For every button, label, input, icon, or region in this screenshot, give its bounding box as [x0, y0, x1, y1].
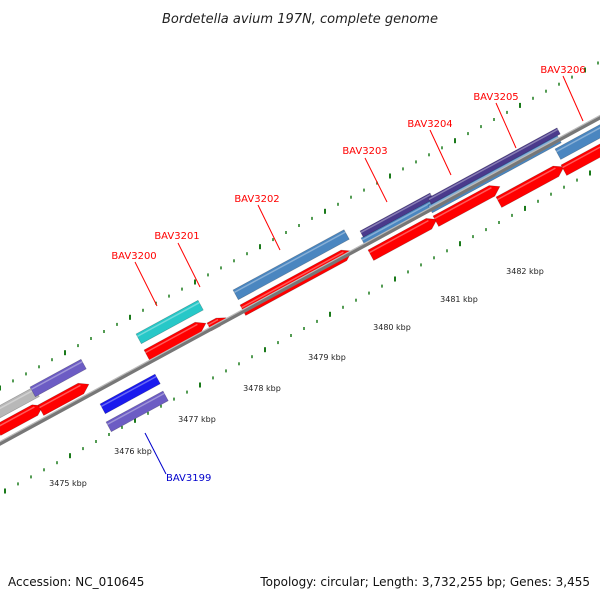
minor-tick-track-lower: [4, 170, 591, 494]
accession-text: Accession: NC_010645: [8, 575, 144, 589]
kbp-tick-label: 3475 kbp: [49, 479, 87, 488]
kbp-tick-label: 3476 kbp: [114, 447, 152, 456]
minor-tick-track-upper: [0, 61, 599, 391]
gene-label-bav3205: BAV3205: [473, 92, 518, 103]
genome-summary-text: Topology: circular; Length: 3,732,255 bp…: [259, 575, 590, 589]
leader-line-bav3202: [257, 204, 281, 251]
leader-line-bav3205: [495, 102, 517, 149]
kbp-tick-label: 3477 kbp: [178, 415, 216, 424]
gene-label-bav3206: BAV3206: [540, 65, 585, 76]
leader-line-bav3200: [134, 261, 158, 307]
leader-line-bav3206: [562, 75, 584, 122]
cds-arrow: [560, 143, 600, 176]
leader-line-bav3204: [429, 129, 452, 176]
gene-band-cyan: [135, 299, 204, 345]
leader-line-bav3201: [177, 242, 201, 288]
gene-band-steelblue: [232, 229, 350, 301]
gene-band-grey: [0, 386, 40, 419]
kbp-label-layer: 3475 kbp 3476 kbp 3477 kbp 3478 kbp 3479…: [49, 267, 544, 488]
label-leader-lines: [134, 75, 584, 475]
cds-arrow: [37, 382, 90, 416]
gene-label-bav3201: BAV3201: [154, 231, 199, 242]
gene-label-layer: BAV3199 BAV3200 BAV3201 BAV3202 BAV3203 …: [111, 65, 585, 484]
cds-arrow: [432, 185, 501, 227]
cds-arrow: [495, 165, 565, 208]
gene-label-bav3199: BAV3199: [166, 473, 211, 484]
kbp-tick-label: 3482 kbp: [506, 267, 544, 276]
gene-band-blue: [99, 373, 161, 415]
cds-arrow: [143, 321, 207, 361]
kbp-tick-label: 3479 kbp: [308, 353, 346, 362]
genome-backbone-highlight: [0, 114, 600, 443]
gene-band-purple: [105, 390, 169, 433]
kbp-tick-label: 3478 kbp: [243, 384, 281, 393]
gene-label-bav3200: BAV3200: [111, 251, 156, 262]
cds-arrow: [0, 404, 44, 436]
gene-label-bav3204: BAV3204: [407, 119, 452, 130]
gene-band-darkpurple: [427, 127, 561, 205]
kbp-tick-label: 3481 kbp: [440, 295, 478, 304]
gene-band-purple: [29, 358, 87, 398]
map-title: Bordetella avium 197N, complete genome: [162, 12, 438, 27]
cds-arrow: [367, 218, 438, 261]
gene-label-bav3203: BAV3203: [342, 146, 387, 157]
kbp-tick-label: 3480 kbp: [373, 323, 411, 332]
leader-line-bav3199: [144, 432, 167, 475]
gene-band-steelblue: [554, 124, 600, 160]
genome-backbone: [0, 115, 600, 446]
leader-line-bav3203: [364, 157, 388, 203]
gene-label-bav3202: BAV3202: [234, 194, 279, 205]
